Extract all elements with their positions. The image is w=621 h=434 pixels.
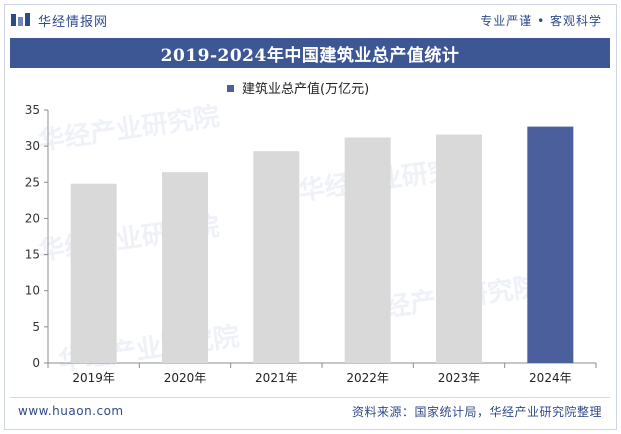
- x-tick-label: 2021年: [255, 371, 298, 385]
- chart-legend: 建筑业总产值(万亿元): [227, 81, 369, 97]
- brand: 华经情报网: [10, 11, 108, 30]
- bar-2023年: [436, 134, 482, 363]
- bar-2024年: [527, 126, 574, 363]
- legend-label: 建筑业总产值(万亿元): [242, 81, 369, 97]
- chart-axes: 0 5 10 15 20 25 30 35 2019年 2020年 2021年 2022年 2023年 2…: [25, 103, 597, 385]
- x-tick-label: 2023年: [438, 371, 481, 385]
- legend-swatch: [227, 85, 234, 92]
- y-tick-label: 10: [25, 284, 40, 298]
- y-tick-label: 35: [25, 103, 40, 117]
- chart-bars: [70, 126, 574, 363]
- x-tick-label: 2019年: [72, 371, 115, 385]
- y-tick-label: 20: [25, 211, 40, 225]
- bar-2020年: [162, 172, 208, 363]
- footer-divider: [10, 397, 610, 398]
- bar-2021年: [253, 151, 300, 363]
- bar-2022年: [344, 137, 391, 363]
- y-tick-label: 25: [25, 175, 40, 189]
- watermark-text: 华经产业研究院: [37, 101, 222, 157]
- y-tick-label: 30: [25, 139, 40, 153]
- footer-source: 资料来源：国家统计局，华经产业研究院整理: [351, 404, 602, 419]
- x-tick-label: 2022年: [346, 371, 389, 385]
- bar-2019年: [70, 183, 117, 363]
- brand-logo-icon: [11, 13, 30, 26]
- y-tick-label: 15: [25, 248, 40, 262]
- top-bar: 华经情报网 专业严谨 • 客观科学: [10, 8, 610, 32]
- footer-url[interactable]: www.huaon.com: [18, 404, 124, 418]
- chart-title: 2019-2024年中国建筑业总产值统计: [10, 38, 610, 68]
- x-tick-label: 2024年: [529, 371, 572, 385]
- y-tick-label: 0: [32, 356, 40, 370]
- y-tick-label: 5: [32, 320, 40, 334]
- x-tick-label: 2020年: [164, 371, 207, 385]
- slogan: 专业严谨 • 客观科学: [480, 13, 602, 28]
- brand-name: 华经情报网: [38, 14, 109, 30]
- footer: www.huaon.com 资料来源：国家统计局，华经产业研究院整理: [10, 400, 610, 422]
